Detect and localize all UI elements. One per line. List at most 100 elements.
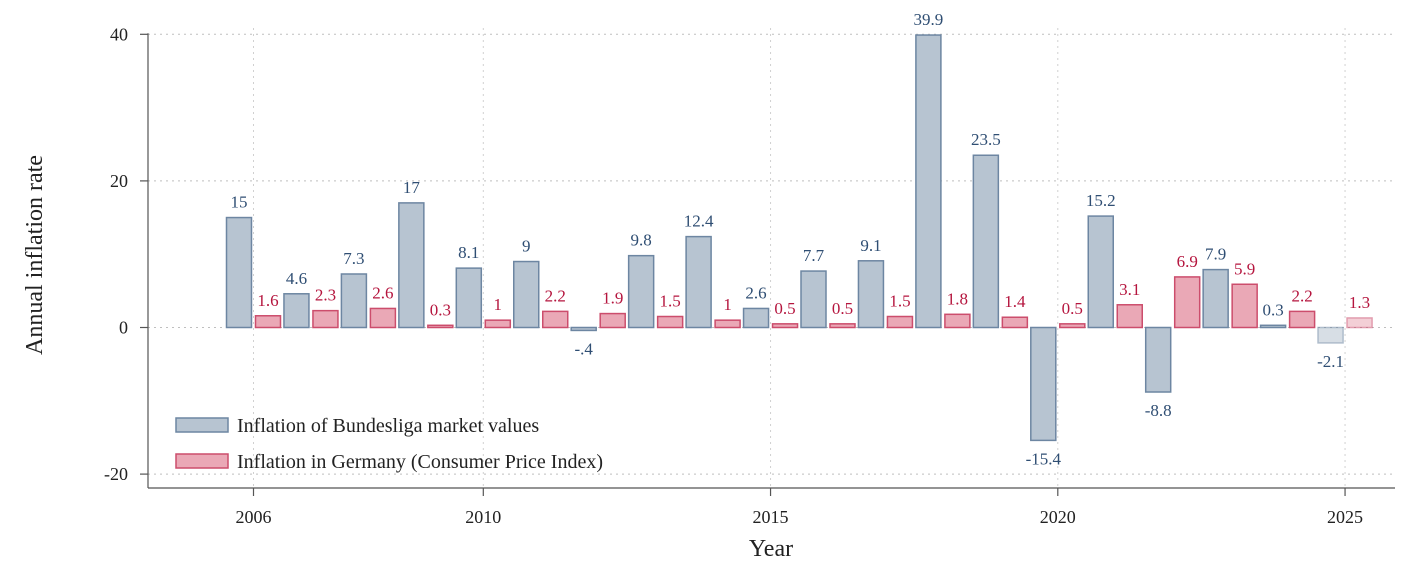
bar-bundesliga-2007: [283, 293, 310, 329]
bar-bundesliga-2013: [627, 254, 655, 329]
value-label-bundesliga-2024: 0.3: [1262, 300, 1283, 319]
bar-cpi-2009: [427, 324, 454, 329]
value-label-bundesliga-2020: -15.4: [1026, 449, 1062, 468]
x-tick-label: 2010: [465, 507, 501, 527]
value-label-bundesliga-2022: -8.8: [1145, 401, 1172, 420]
x-tick-label: 2020: [1040, 507, 1076, 527]
y-tick-label: 0: [119, 318, 128, 338]
value-label-bundesliga-2008: 7.3: [343, 249, 364, 268]
x-tick-label: 2015: [753, 507, 789, 527]
legend-swatch-bundesliga: [175, 417, 229, 433]
value-label-bundesliga-2007: 4.6: [286, 269, 307, 288]
value-label-cpi-2007: 2.3: [315, 286, 336, 305]
bar-cpi-2023: [1231, 283, 1258, 329]
value-label-cpi-2011: 2.2: [545, 286, 566, 305]
bar-bundesliga-2022: [1144, 326, 1172, 393]
bars: [225, 34, 1373, 442]
bar-cpi-2007: [312, 309, 339, 329]
bar-bundesliga-2009: [398, 202, 425, 329]
value-label-bundesliga-2017: 9.1: [860, 236, 881, 255]
x-tick-label: 2006: [236, 507, 272, 527]
bar-cpi-2008: [369, 307, 397, 329]
bar-bundesliga-2025: [1317, 326, 1344, 344]
bar-bundesliga-2012: [570, 326, 597, 332]
value-label-cpi-2015: 0.5: [774, 299, 795, 318]
bar-bundesliga-2023: [1202, 268, 1229, 329]
value-label-bundesliga-2014: 12.4: [684, 212, 714, 231]
value-label-bundesliga-2010: 8.1: [458, 243, 479, 262]
value-label-bundesliga-2023: 7.9: [1205, 245, 1226, 264]
value-label-bundesliga-2012: -.4: [574, 339, 593, 358]
value-label-bundesliga-2009: 17: [403, 178, 421, 197]
value-label-bundesliga-2019: 23.5: [971, 130, 1001, 149]
bar-bundesliga-2006: [225, 216, 253, 329]
x-axis-title: Year: [749, 536, 793, 562]
value-label-cpi-2012: 1.9: [602, 289, 623, 308]
bar-cpi-2021: [1116, 304, 1143, 329]
bar-cpi-2015: [771, 323, 799, 329]
value-label-cpi-2014: 1: [723, 295, 732, 314]
value-label-cpi-2016: 0.5: [832, 299, 853, 318]
axes: -20 0 20 40 2006 2010 2015 2020 2025: [104, 24, 1395, 527]
legend-label-bundesliga: Inflation of Bundesliga market values: [237, 415, 539, 437]
value-label-bundesliga-2013: 9.8: [631, 231, 652, 250]
value-label-bundesliga-2018: 39.9: [914, 10, 944, 29]
value-label-bundesliga-2025: -2.1: [1317, 352, 1344, 371]
value-label-cpi-2009: 0.3: [430, 300, 451, 319]
y-tick-label: 20: [110, 171, 128, 191]
value-label-cpi-2019: 1.4: [1004, 292, 1026, 311]
value-label-cpi-2008: 2.6: [372, 283, 393, 302]
legend-swatch-cpi: [175, 453, 229, 469]
bar-bundesliga-2021: [1087, 215, 1114, 329]
y-axis-title: Annual inflation rate: [22, 155, 48, 355]
bar-bundesliga-2024: [1259, 324, 1287, 329]
bar-cpi-2011: [542, 310, 569, 329]
bar-bundesliga-2016: [800, 270, 827, 329]
value-label-cpi-2013: 1.5: [660, 292, 681, 311]
value-label-bundesliga-2016: 7.7: [803, 246, 825, 265]
bar-cpi-2012: [599, 312, 626, 329]
value-label-cpi-2017: 1.5: [889, 292, 910, 311]
bar-bundesliga-2018: [915, 34, 942, 329]
bar-bundesliga-2015: [742, 307, 770, 329]
legend: Inflation of Bundesliga market values In…: [175, 415, 603, 473]
y-tick-label: 40: [110, 24, 128, 44]
value-labels: 15 1.6 4.6 2.3 7.3 2.6 17 0.3 8.1 1 9 2.2 -.4 1.9 9.8 1…: [231, 10, 1371, 468]
bar-cpi-2016: [829, 323, 856, 329]
bar-bundesliga-2010: [455, 267, 483, 329]
bar-cpi-2018: [944, 313, 971, 329]
bar-cpi-2025: [1346, 317, 1373, 329]
value-label-cpi-2023: 5.9: [1234, 259, 1255, 278]
bar-bundesliga-2020: [1030, 326, 1057, 442]
value-label-bundesliga-2015: 2.6: [745, 283, 766, 302]
value-label-bundesliga-2011: 9: [522, 237, 531, 256]
bar-cpi-2019: [1001, 316, 1029, 329]
bar-cpi-2006: [254, 315, 282, 329]
value-label-cpi-2018: 1.8: [947, 289, 968, 308]
bar-cpi-2020: [1059, 323, 1086, 329]
bar-cpi-2013: [656, 315, 684, 329]
bar-bundesliga-2017: [857, 260, 885, 329]
legend-label-cpi: Inflation in Germany (Consumer Price Ind…: [237, 451, 603, 473]
bar-bundesliga-2014: [685, 235, 712, 329]
bar-cpi-2014: [714, 319, 741, 329]
value-label-cpi-2021: 3.1: [1119, 280, 1140, 299]
y-tick-label: -20: [104, 464, 128, 484]
bar-cpi-2024: [1288, 310, 1316, 329]
bar-cpi-2010: [484, 319, 512, 329]
value-label-bundesliga-2021: 15.2: [1086, 191, 1116, 210]
bar-bundesliga-2011: [513, 260, 540, 329]
bar-cpi-2017: [886, 315, 914, 329]
value-label-bundesliga-2006: 15: [231, 193, 248, 212]
bar-bundesliga-2008: [340, 273, 368, 329]
value-label-cpi-2006: 1.6: [257, 291, 278, 310]
bar-bundesliga-2019: [972, 154, 1000, 329]
x-tick-label: 2025: [1327, 507, 1363, 527]
value-label-cpi-2024: 2.2: [1291, 286, 1312, 305]
value-label-cpi-2010: 1: [494, 295, 503, 314]
value-label-cpi-2025: 1.3: [1349, 293, 1370, 312]
bar-cpi-2022: [1173, 276, 1201, 329]
value-label-cpi-2022: 6.9: [1177, 252, 1198, 271]
value-label-cpi-2020: 0.5: [1062, 299, 1083, 318]
